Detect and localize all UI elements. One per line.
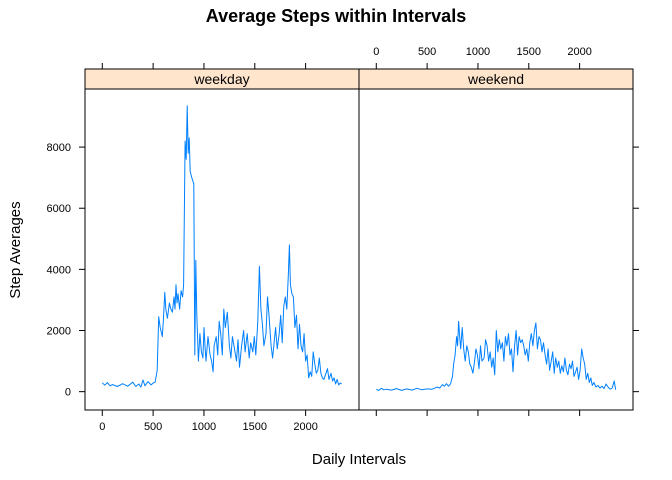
- x-tick-label: 1000: [192, 421, 216, 433]
- panel-frame-weekend: [358, 88, 634, 411]
- y-tick-label: 2000: [47, 326, 71, 338]
- x-tick-label-top: 1500: [517, 46, 541, 58]
- chart-title: Average Steps within Intervals: [206, 6, 466, 26]
- x-tick-label-top: 2000: [567, 46, 591, 58]
- y-axis-label: Step Averages: [7, 201, 24, 298]
- y-tick-label: 4000: [47, 264, 71, 276]
- plot-panels: weekday 0 500 1000 1500 2000 weekend 0 500 1000 15…: [47, 46, 639, 433]
- x-tick-label-top: 0: [373, 46, 379, 58]
- series-line-weekend: [376, 320, 617, 391]
- x-tick-label: 2000: [293, 421, 317, 433]
- x-tick-label: 1500: [243, 421, 267, 433]
- y-tick-label: 8000: [47, 142, 71, 154]
- strip-weekend: [358, 68, 634, 90]
- x-tick-label-top: 1000: [466, 46, 490, 58]
- x-tick-label: 0: [99, 421, 105, 433]
- strip-label-weekend: weekend: [467, 71, 524, 87]
- strip-label-weekday: weekday: [193, 71, 249, 87]
- x-tick-label-top: 500: [418, 46, 436, 58]
- y-tick-label: 0: [65, 387, 71, 399]
- y-tick-label: 6000: [47, 203, 71, 215]
- panel-frame-weekday: [84, 88, 360, 411]
- x-tick-label: 500: [144, 421, 162, 433]
- x-axis-label: Daily Intervals: [312, 451, 406, 468]
- series-line-weekday: [101, 105, 342, 388]
